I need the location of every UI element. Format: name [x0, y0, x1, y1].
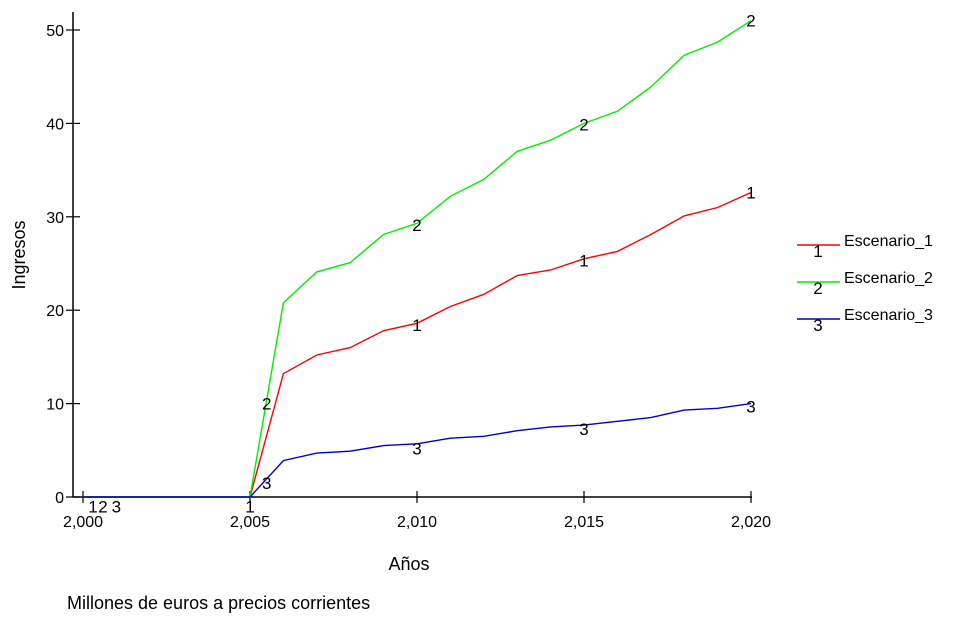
- chart-caption: Millones de euros a precios corrientes: [67, 593, 370, 613]
- legend-item-1: 1 Escenario_1: [797, 233, 933, 261]
- series-marker-2: 2: [98, 497, 107, 516]
- series-marker-1: 1: [579, 252, 588, 271]
- series-marker-2: 2: [579, 115, 588, 134]
- series-marker-3: 3: [112, 497, 121, 516]
- series-marker-1: 1: [412, 316, 421, 335]
- series-marker-3: 3: [746, 397, 755, 416]
- x-tick-label: 2,005: [230, 514, 270, 531]
- legend-marker: 1: [813, 242, 822, 261]
- y-tick-label: 40: [46, 116, 64, 133]
- y-tick-label: 50: [46, 23, 64, 40]
- series-marker-2: 2: [412, 216, 421, 235]
- legend-marker: 3: [813, 316, 822, 335]
- series-marker-1: 1: [245, 497, 254, 516]
- series-marker-1: 1: [88, 497, 97, 516]
- legend-item-3: 3 Escenario_3: [797, 307, 933, 335]
- x-tick-label: 2,010: [397, 514, 437, 531]
- y-tick-label: 30: [46, 210, 64, 227]
- y-tick-label: 0: [55, 490, 64, 507]
- series-marker-3: 3: [262, 474, 271, 493]
- legend-label: Escenario_3: [844, 307, 933, 324]
- legend-item-2: 2 Escenario_2: [797, 270, 933, 298]
- x-tick-label: 2,020: [731, 514, 771, 531]
- series-marker-2: 2: [746, 12, 755, 31]
- ticks: 2,000 2,005 2,010 2,015 2,020 0 10 20 30 40 50: [46, 23, 771, 531]
- legend-marker: 2: [813, 279, 822, 298]
- series-marker-2: 2: [262, 395, 271, 414]
- x-tick-label: 2,000: [63, 514, 103, 531]
- axes: [72, 12, 752, 498]
- legend-label: Escenario_2: [844, 270, 933, 287]
- series-line-3: [83, 402, 752, 498]
- x-axis-title: Años: [388, 554, 429, 574]
- series-marker-1: 1: [746, 184, 755, 203]
- legend: 1 Escenario_1 2 Escenario_2 3 Escenario_3: [797, 233, 933, 335]
- y-tick-label: 20: [46, 303, 64, 320]
- series-line-2: [83, 20, 752, 498]
- y-axis-title: Ingresos: [9, 220, 29, 289]
- legend-label: Escenario_1: [844, 233, 933, 250]
- x-tick-label: 2,015: [564, 514, 604, 531]
- series-marker-3: 3: [412, 439, 421, 458]
- y-tick-label: 10: [46, 397, 64, 414]
- series-lines: [83, 20, 752, 498]
- series-marker-3: 3: [579, 420, 588, 439]
